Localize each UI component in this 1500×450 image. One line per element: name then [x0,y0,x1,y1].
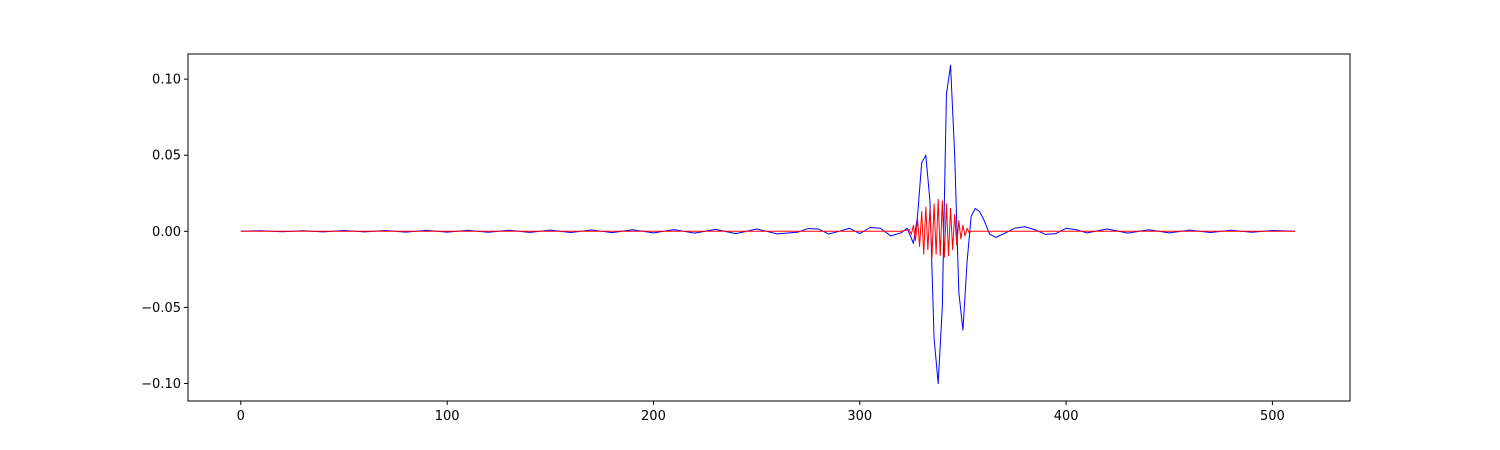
y-tick-label: 0.10 [152,73,181,88]
x-axis: 0 100 200 300 400 500 [237,401,1285,424]
x-tick-label: 400 [1054,409,1079,424]
series-line-2 [240,198,1296,258]
y-tick-label: −0.10 [141,377,181,392]
x-tick-label: 100 [435,409,460,424]
y-tick-label: −0.05 [141,301,181,316]
axes-frame [187,53,1351,402]
y-axis: −0.10 −0.05 0.00 0.05 0.10 [141,73,188,392]
x-tick-label: 0 [237,409,245,424]
series-layer [240,64,1296,384]
x-tick-label: 200 [641,409,666,424]
x-tick-label: 500 [1260,409,1285,424]
x-tick-label: 300 [847,409,872,424]
y-tick-label: 0.05 [152,149,181,164]
y-tick-label: 0.00 [152,225,181,240]
series-line-1 [240,64,1296,384]
